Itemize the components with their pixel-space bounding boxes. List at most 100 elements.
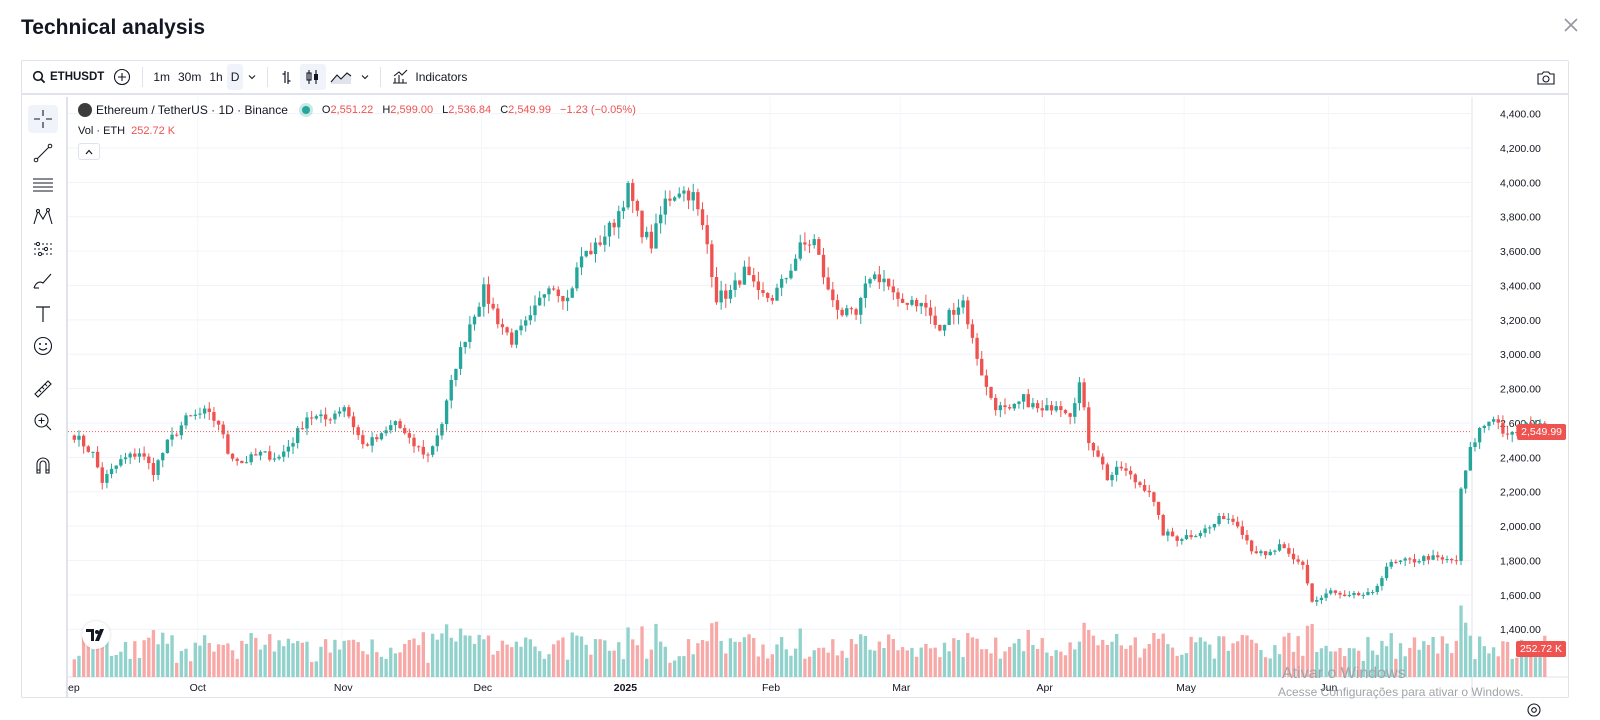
timeframe-30m[interactable]: 30m xyxy=(177,70,202,84)
candle-body xyxy=(984,375,989,387)
smiley-icon xyxy=(33,336,53,356)
tradingview-logo[interactable] xyxy=(82,621,110,649)
chart-widget: ETHUSDT 1m 30m 1h D Indicators xyxy=(21,60,1569,717)
timeframe-1m[interactable]: 1m xyxy=(153,70,170,84)
volume-bar xyxy=(226,643,230,677)
candle-body xyxy=(575,267,579,289)
crosshair-tool[interactable] xyxy=(28,105,58,133)
volume-bar xyxy=(1142,648,1147,677)
volume-bar xyxy=(1124,648,1128,677)
emoji-tool[interactable] xyxy=(28,332,58,360)
candle-body xyxy=(505,327,509,333)
candle-body xyxy=(1124,468,1128,471)
volume-bar xyxy=(845,657,849,677)
candle-body xyxy=(389,425,393,431)
forecast-tool[interactable] xyxy=(28,235,58,263)
symbol-search[interactable]: ETHUSDT xyxy=(28,64,108,90)
volume-bar xyxy=(268,634,272,677)
gear-icon[interactable] xyxy=(1524,700,1544,720)
measure-tool[interactable] xyxy=(28,375,58,403)
volume-bar xyxy=(612,650,616,677)
trend-line-tool[interactable] xyxy=(28,139,58,167)
candle-body xyxy=(472,316,477,325)
candle-body xyxy=(524,320,528,326)
chart-area[interactable]: 4,400.00 4,200.00 4,000.00 3,800.00 3,600.00… xyxy=(68,97,1568,717)
timeframe-d[interactable]: D xyxy=(226,64,244,90)
compare-button[interactable] xyxy=(108,64,136,90)
zoom-tool[interactable] xyxy=(28,408,58,436)
volume-bar xyxy=(873,650,877,677)
volume-bar xyxy=(1128,645,1133,677)
volume-bar xyxy=(393,653,398,677)
chart-type-dropdown[interactable] xyxy=(356,64,374,90)
candle-body xyxy=(91,451,95,453)
volume-bar xyxy=(1208,644,1212,677)
close-icon[interactable] xyxy=(1560,14,1582,36)
volume-bar xyxy=(458,628,463,677)
candle-body xyxy=(1329,590,1333,594)
candle-body xyxy=(961,300,965,308)
volume-bar xyxy=(379,656,384,677)
top-toolbar: ETHUSDT 1m 30m 1h D Indicators xyxy=(22,61,1568,95)
timeframe-1h[interactable]: 1h xyxy=(209,70,223,84)
volume-bar xyxy=(254,637,258,677)
candle-body xyxy=(1301,561,1305,565)
volume-bar xyxy=(235,658,239,677)
horizontal-lines-tool[interactable] xyxy=(28,171,58,199)
price-chart[interactable]: 4,400.00 4,200.00 4,000.00 3,800.00 3,600.00… xyxy=(68,97,1568,697)
volume-bar xyxy=(952,638,956,677)
volume-bar xyxy=(212,651,216,677)
legend-open: 2,551.22 xyxy=(330,104,374,116)
candle-body xyxy=(900,298,905,303)
volume-bar xyxy=(1496,656,1500,677)
candle-body xyxy=(193,414,197,416)
brush-tool[interactable] xyxy=(28,267,58,295)
candle-body xyxy=(994,397,998,411)
candle-body xyxy=(835,300,840,310)
volume-bar xyxy=(156,644,160,677)
volume-bar xyxy=(1482,646,1486,677)
candle-body xyxy=(244,462,249,464)
text-tool[interactable] xyxy=(28,300,58,328)
volume-bar xyxy=(1361,660,1365,677)
candle-body xyxy=(607,222,612,237)
volume-bar xyxy=(105,636,109,677)
volume-bar xyxy=(491,654,495,677)
snapshot-button[interactable] xyxy=(1532,65,1560,91)
pattern-tool[interactable] xyxy=(28,203,58,231)
x-tick-label: 2025 xyxy=(614,682,638,694)
candle-body xyxy=(184,415,188,426)
y-tick-label: 4,200.00 xyxy=(1500,143,1541,155)
volume-bar xyxy=(365,654,370,677)
volume-bar xyxy=(216,644,221,677)
candle-body xyxy=(682,190,686,194)
volume-bar xyxy=(1254,643,1258,677)
candle-body xyxy=(1510,431,1514,435)
candle-body xyxy=(249,454,253,463)
volume-bar xyxy=(584,644,588,677)
candle-body xyxy=(291,443,295,447)
y-tick-label: 3,400.00 xyxy=(1500,280,1541,292)
candle-body xyxy=(1063,410,1068,414)
volume-bar xyxy=(607,650,612,677)
collapse-legend-button[interactable] xyxy=(78,143,100,160)
candle-body xyxy=(230,453,235,459)
volume-bar xyxy=(472,643,477,677)
bar-style-button[interactable] xyxy=(274,64,300,90)
x-tick-label: Oct xyxy=(190,682,206,694)
volume-bar xyxy=(1101,639,1105,677)
magnet-tool[interactable] xyxy=(28,451,58,479)
volume-bar xyxy=(765,658,770,677)
candle-body xyxy=(1505,433,1510,435)
candle-body xyxy=(1040,408,1044,411)
candle-body xyxy=(254,454,258,456)
volume-bar xyxy=(1007,646,1012,677)
area-style-button[interactable] xyxy=(326,64,356,90)
candle-body xyxy=(1263,551,1268,556)
timeframe-dropdown[interactable] xyxy=(243,64,261,90)
candle-body xyxy=(1515,431,1519,434)
volume-bar xyxy=(896,650,900,677)
indicators-button[interactable]: Indicators xyxy=(387,64,471,90)
candle-body xyxy=(821,254,826,278)
candles-style-button[interactable] xyxy=(300,64,327,90)
